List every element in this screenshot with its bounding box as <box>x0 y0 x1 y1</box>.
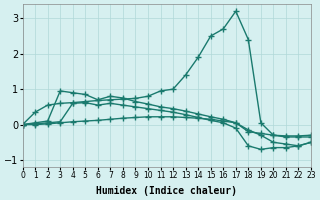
X-axis label: Humidex (Indice chaleur): Humidex (Indice chaleur) <box>96 186 237 196</box>
